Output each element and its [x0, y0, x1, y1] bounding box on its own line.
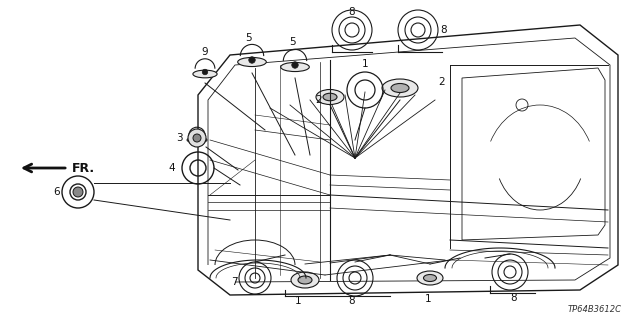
- Circle shape: [249, 57, 255, 63]
- Text: 6: 6: [53, 187, 60, 197]
- Text: 8: 8: [440, 25, 447, 35]
- Text: 3: 3: [177, 133, 183, 143]
- Ellipse shape: [424, 275, 436, 282]
- Text: 2: 2: [438, 77, 445, 87]
- Text: 4: 4: [168, 163, 175, 173]
- Ellipse shape: [193, 70, 217, 78]
- Ellipse shape: [316, 90, 344, 105]
- Text: 5: 5: [289, 37, 295, 47]
- Circle shape: [188, 129, 206, 147]
- Text: 9: 9: [202, 47, 208, 57]
- Text: 5: 5: [244, 33, 252, 43]
- Ellipse shape: [391, 84, 409, 92]
- Text: 1: 1: [362, 59, 368, 69]
- Text: 7: 7: [232, 277, 238, 287]
- Circle shape: [193, 134, 201, 142]
- Ellipse shape: [323, 93, 337, 101]
- Ellipse shape: [237, 58, 266, 67]
- Text: 8: 8: [510, 293, 516, 303]
- Text: FR.: FR.: [72, 162, 95, 174]
- Text: 8: 8: [349, 7, 355, 17]
- Ellipse shape: [187, 137, 207, 143]
- Ellipse shape: [382, 79, 418, 97]
- Circle shape: [202, 69, 208, 75]
- Circle shape: [73, 187, 83, 197]
- Text: 8: 8: [349, 296, 355, 306]
- Circle shape: [292, 62, 298, 68]
- Circle shape: [195, 136, 199, 140]
- Ellipse shape: [417, 271, 443, 285]
- Ellipse shape: [281, 62, 309, 72]
- Text: 2: 2: [316, 95, 322, 105]
- Ellipse shape: [298, 276, 312, 284]
- Text: TP64B3612C: TP64B3612C: [568, 305, 622, 314]
- Text: 1: 1: [425, 294, 431, 304]
- Ellipse shape: [291, 272, 319, 288]
- Text: 1: 1: [294, 296, 301, 306]
